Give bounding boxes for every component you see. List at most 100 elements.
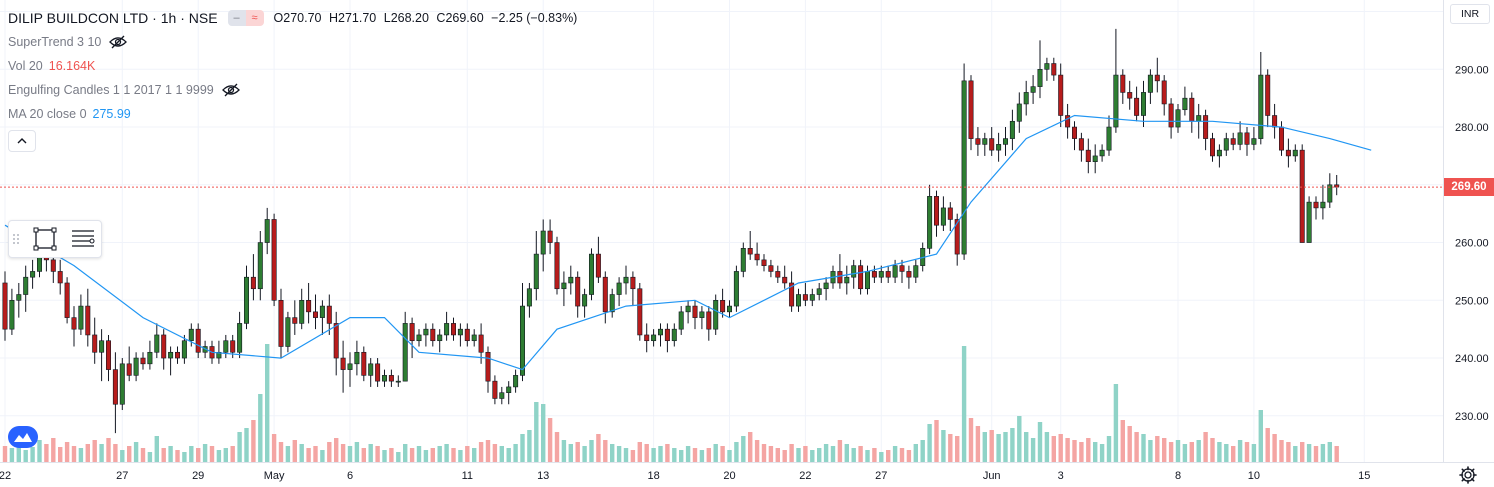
supertrend-row[interactable]: SuperTrend 3 10	[8, 30, 581, 54]
volume-bar	[1037, 422, 1043, 462]
volume-row[interactable]: Vol 20 16.164K	[8, 54, 581, 78]
eye-hidden-icon[interactable]	[109, 35, 128, 49]
time-tick-label: 29	[192, 470, 204, 482]
volume-bar	[872, 448, 877, 462]
symbol-badges[interactable]: – ≈	[227, 10, 264, 26]
candle-body	[1313, 201, 1319, 209]
volume-bar	[968, 418, 974, 462]
volume-bar	[720, 446, 725, 462]
minus-icon[interactable]: –	[227, 10, 246, 26]
candle-body	[927, 196, 933, 249]
candle-body	[823, 282, 829, 290]
volume-bar	[568, 444, 573, 462]
candle-body	[740, 248, 746, 272]
candle-body	[216, 351, 222, 359]
volume-bar	[251, 420, 256, 462]
rectangle-tool-icon[interactable]	[31, 225, 59, 253]
volume-bar	[589, 440, 594, 462]
volume-bar	[64, 442, 70, 462]
candle-body	[1292, 149, 1298, 157]
volume-bar	[161, 448, 166, 462]
volume-bar	[271, 434, 277, 462]
volume-bar	[934, 420, 939, 462]
candle-body	[437, 334, 443, 342]
candle-body	[112, 369, 118, 405]
volume-bar	[92, 440, 97, 462]
engulfing-row[interactable]: Engulfing Candles 1 1 2017 1 1 9999	[8, 78, 581, 102]
volume-bar	[1300, 442, 1305, 462]
candle-body	[1299, 149, 1305, 243]
volume-bar	[175, 450, 180, 462]
volume-bar	[782, 450, 787, 462]
volume-bar	[292, 440, 297, 462]
volume-bar	[16, 444, 21, 462]
collapse-legend-button[interactable]	[8, 130, 36, 152]
volume-bar	[1155, 436, 1160, 462]
volume-bar	[23, 450, 28, 462]
candle-body	[1327, 184, 1333, 203]
symbol-row: DILIP BUILDCON LTD · 1h · NSE – ≈ O270.7…	[8, 6, 581, 30]
currency-label[interactable]: INR	[1450, 4, 1490, 24]
candle-body	[975, 138, 981, 145]
volume-bar	[1058, 434, 1063, 462]
candle-body	[264, 219, 270, 243]
volume-bar	[1106, 436, 1112, 462]
candle-body	[547, 230, 553, 243]
volume-bar	[196, 448, 201, 462]
volume-bar	[1168, 442, 1174, 462]
candle-body	[1279, 126, 1285, 151]
volume-bar	[975, 426, 981, 462]
candle-body	[685, 305, 691, 313]
candle-body	[1285, 149, 1291, 157]
candle-body	[1009, 120, 1015, 139]
candle-body	[230, 340, 236, 353]
volume-bar	[1175, 440, 1181, 462]
volume-bar	[692, 448, 698, 462]
symbol-title[interactable]: DILIP BUILDCON LTD · 1h · NSE	[8, 10, 218, 26]
price-tick-label: 260.00	[1455, 238, 1489, 250]
volume-bar	[216, 450, 222, 462]
volume-bar	[209, 446, 215, 462]
candle-body	[471, 334, 477, 342]
candle-body	[561, 282, 567, 290]
volume-bar	[534, 402, 539, 462]
drag-handle-icon[interactable]	[11, 229, 21, 249]
candle-body	[1044, 63, 1050, 70]
candle-body	[1147, 74, 1153, 93]
volume-bar	[1210, 438, 1215, 462]
settings-lines-icon[interactable]	[69, 225, 97, 253]
candle-body	[1106, 126, 1112, 151]
candle-body	[1058, 74, 1064, 116]
gear-icon[interactable]	[1458, 465, 1478, 485]
volume-bar	[989, 430, 994, 462]
volume-bar	[603, 440, 608, 462]
volume-bar	[71, 446, 77, 462]
candle-body	[1320, 201, 1326, 209]
volume-bar	[865, 450, 870, 462]
volume-bar	[1099, 444, 1105, 462]
tradingview-logo-icon[interactable]	[8, 426, 38, 448]
time-tick-label: 20	[723, 470, 735, 482]
eye-hidden-icon[interactable]	[221, 83, 240, 97]
volume-bar	[961, 346, 967, 462]
volume-bar	[37, 440, 42, 462]
drawing-toolbar[interactable]	[8, 220, 102, 258]
volume-bar	[941, 430, 946, 462]
volume-bar	[1148, 440, 1153, 462]
volume-bar	[403, 444, 408, 462]
volume-bar	[541, 404, 546, 462]
wave-icon[interactable]: ≈	[245, 10, 264, 26]
volume-bar	[906, 450, 912, 462]
ma-row[interactable]: MA 20 close 0 275.99	[8, 102, 581, 126]
volume-bar	[1231, 446, 1236, 462]
candle-body	[1092, 155, 1098, 163]
volume-bar	[299, 444, 304, 462]
candle-body	[713, 299, 719, 330]
candle-body	[1023, 92, 1029, 105]
volume-bar	[1003, 432, 1008, 462]
ma-value: 275.99	[92, 107, 131, 121]
volume-bar	[858, 446, 863, 462]
volume-bar	[492, 444, 498, 462]
volume-bar	[368, 444, 373, 462]
